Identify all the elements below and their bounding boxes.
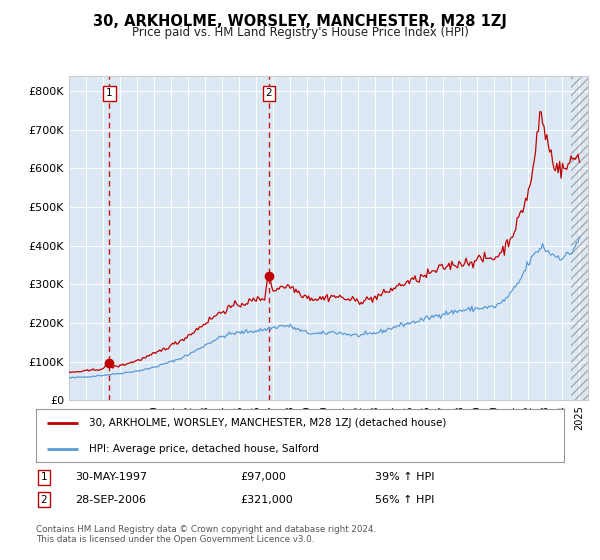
Text: 30, ARKHOLME, WORSLEY, MANCHESTER, M28 1ZJ (detached house): 30, ARKHOLME, WORSLEY, MANCHESTER, M28 1…	[89, 418, 446, 428]
Text: 28-SEP-2006: 28-SEP-2006	[75, 494, 146, 505]
Text: HPI: Average price, detached house, Salford: HPI: Average price, detached house, Salf…	[89, 444, 319, 454]
Text: £321,000: £321,000	[240, 494, 293, 505]
Text: 39% ↑ HPI: 39% ↑ HPI	[375, 472, 434, 482]
Text: Price paid vs. HM Land Registry's House Price Index (HPI): Price paid vs. HM Land Registry's House …	[131, 26, 469, 39]
Text: 2: 2	[40, 494, 47, 505]
Text: 30-MAY-1997: 30-MAY-1997	[75, 472, 147, 482]
Text: £97,000: £97,000	[240, 472, 286, 482]
Text: 2: 2	[265, 88, 272, 99]
Text: 1: 1	[106, 88, 113, 99]
Text: 56% ↑ HPI: 56% ↑ HPI	[375, 494, 434, 505]
Bar	[571, 76, 588, 400]
Text: Contains HM Land Registry data © Crown copyright and database right 2024.
This d: Contains HM Land Registry data © Crown c…	[36, 525, 376, 544]
Text: 1: 1	[40, 472, 47, 482]
Text: 30, ARKHOLME, WORSLEY, MANCHESTER, M28 1ZJ: 30, ARKHOLME, WORSLEY, MANCHESTER, M28 1…	[93, 14, 507, 29]
